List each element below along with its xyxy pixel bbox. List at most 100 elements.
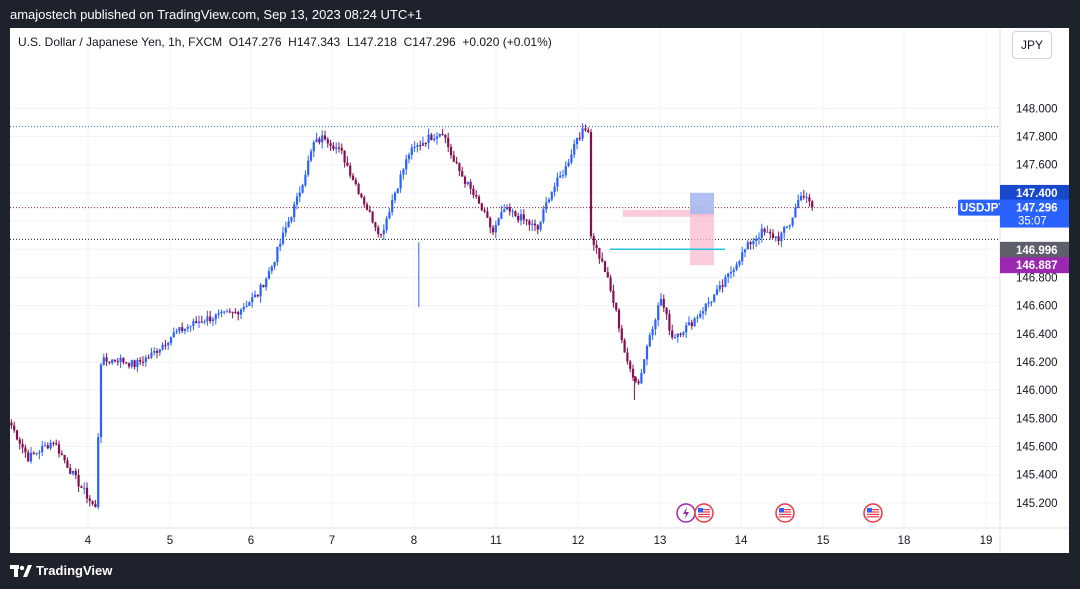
us-flag-icon	[775, 503, 795, 523]
candle-body	[444, 134, 447, 138]
candle-body	[374, 222, 377, 228]
candle-body	[637, 381, 640, 384]
candle-body	[228, 311, 231, 313]
x-tick-label: 5	[167, 535, 173, 547]
candle-body	[760, 228, 763, 238]
tradingview-logo[interactable]: TradingView	[10, 563, 112, 578]
candle-body	[231, 311, 234, 313]
candle-body	[178, 327, 181, 332]
candle-body	[181, 327, 184, 332]
candle-body	[332, 145, 335, 150]
candle-body	[136, 359, 139, 368]
candle-body	[463, 176, 467, 184]
candle-body	[91, 500, 94, 504]
candle-body	[601, 258, 604, 262]
x-tick-label: 13	[654, 535, 667, 547]
candle-body	[430, 134, 433, 141]
candle-body	[547, 199, 551, 203]
candle-body	[71, 471, 75, 474]
candle-body	[497, 218, 500, 226]
x-tick-label: 14	[735, 535, 748, 547]
candle-body	[704, 303, 707, 312]
candle-body	[657, 305, 660, 320]
candle-body	[371, 211, 374, 223]
candle-body	[545, 202, 548, 210]
candle-body	[721, 285, 724, 287]
candle-body	[615, 302, 618, 310]
candle-body	[287, 221, 290, 228]
y-tick-label: 145.200	[1016, 498, 1058, 510]
candle-body	[483, 210, 486, 212]
price-label-last-text: 147.296	[1016, 203, 1058, 215]
candle-body	[119, 357, 122, 363]
candle-body	[108, 361, 111, 363]
candle-body	[393, 192, 397, 201]
open-value: O147.276	[228, 35, 282, 49]
candle-body	[581, 128, 584, 139]
price-chart[interactable]: 148.000147.800147.600147.400147.200147.0…	[10, 28, 1069, 553]
candle-body	[385, 218, 388, 230]
candle-body	[671, 330, 674, 338]
candle-body	[693, 318, 696, 327]
close-value: C147.296	[403, 35, 456, 49]
candle-body	[651, 329, 654, 336]
candle-body	[32, 452, 35, 454]
candle-body	[97, 437, 100, 508]
candle-body	[505, 207, 509, 210]
candle-body	[262, 284, 265, 288]
candle-body	[253, 294, 257, 298]
candle-body	[203, 321, 206, 323]
us-flag-icon	[863, 503, 883, 523]
candle-body	[111, 359, 114, 363]
candle-body	[326, 139, 329, 144]
candle-body	[738, 261, 741, 265]
candle-body	[248, 302, 251, 306]
tradingview-brand: TradingView	[36, 563, 113, 578]
currency-button[interactable]: JPY	[1012, 31, 1052, 59]
flag-stripe	[698, 511, 710, 513]
candle-body	[603, 261, 607, 273]
symbol-description[interactable]: U.S. Dollar / Japanese Yen, 1h, FXCM	[18, 35, 223, 49]
candle-body	[405, 159, 408, 170]
candle-body	[147, 357, 150, 359]
chart-pane[interactable]: 148.000147.800147.600147.400147.200147.0…	[10, 28, 1069, 553]
candle-body	[511, 211, 514, 213]
candle-body	[27, 452, 30, 462]
candle-body	[399, 174, 402, 189]
candle-body	[564, 166, 567, 176]
flag-stripe	[779, 513, 791, 515]
candle-body	[175, 331, 178, 333]
candle-body	[539, 221, 542, 230]
candle-body	[396, 188, 399, 193]
us-flag-icon	[694, 503, 714, 523]
candle-body	[35, 452, 38, 454]
candle-body	[589, 132, 593, 237]
price-label-last	[1000, 199, 1069, 228]
candle-body	[167, 342, 170, 346]
candle-body	[113, 359, 117, 362]
x-tick-label: 6	[248, 535, 254, 547]
change-value: +0.020 (+0.01%)	[462, 35, 552, 49]
candle-body	[74, 471, 77, 475]
candle-body	[609, 277, 612, 291]
candle-body	[379, 234, 383, 236]
header-bar: amajostech published on TradingView.com,…	[0, 0, 1080, 28]
candle-body	[780, 232, 783, 242]
y-tick-label: 146.800	[1016, 272, 1058, 284]
lightning-icon	[683, 507, 689, 519]
candle-body	[49, 442, 52, 449]
candle-body	[88, 498, 91, 501]
candle-body	[620, 328, 623, 341]
tradingview-logo-icon	[10, 564, 32, 577]
candle-body	[595, 244, 598, 248]
symbol-legend[interactable]: U.S. Dollar / Japanese Yen, 1h, FXCM O14…	[18, 35, 552, 49]
y-tick-label: 148.000	[1016, 103, 1058, 115]
candle-body	[525, 219, 528, 221]
candle-body	[732, 269, 735, 272]
candle-body	[256, 294, 259, 297]
entry-zone	[623, 209, 714, 217]
candle-body	[715, 289, 719, 295]
candle-body	[29, 452, 33, 462]
candle-body	[531, 223, 534, 225]
flag-stripe	[867, 511, 879, 513]
